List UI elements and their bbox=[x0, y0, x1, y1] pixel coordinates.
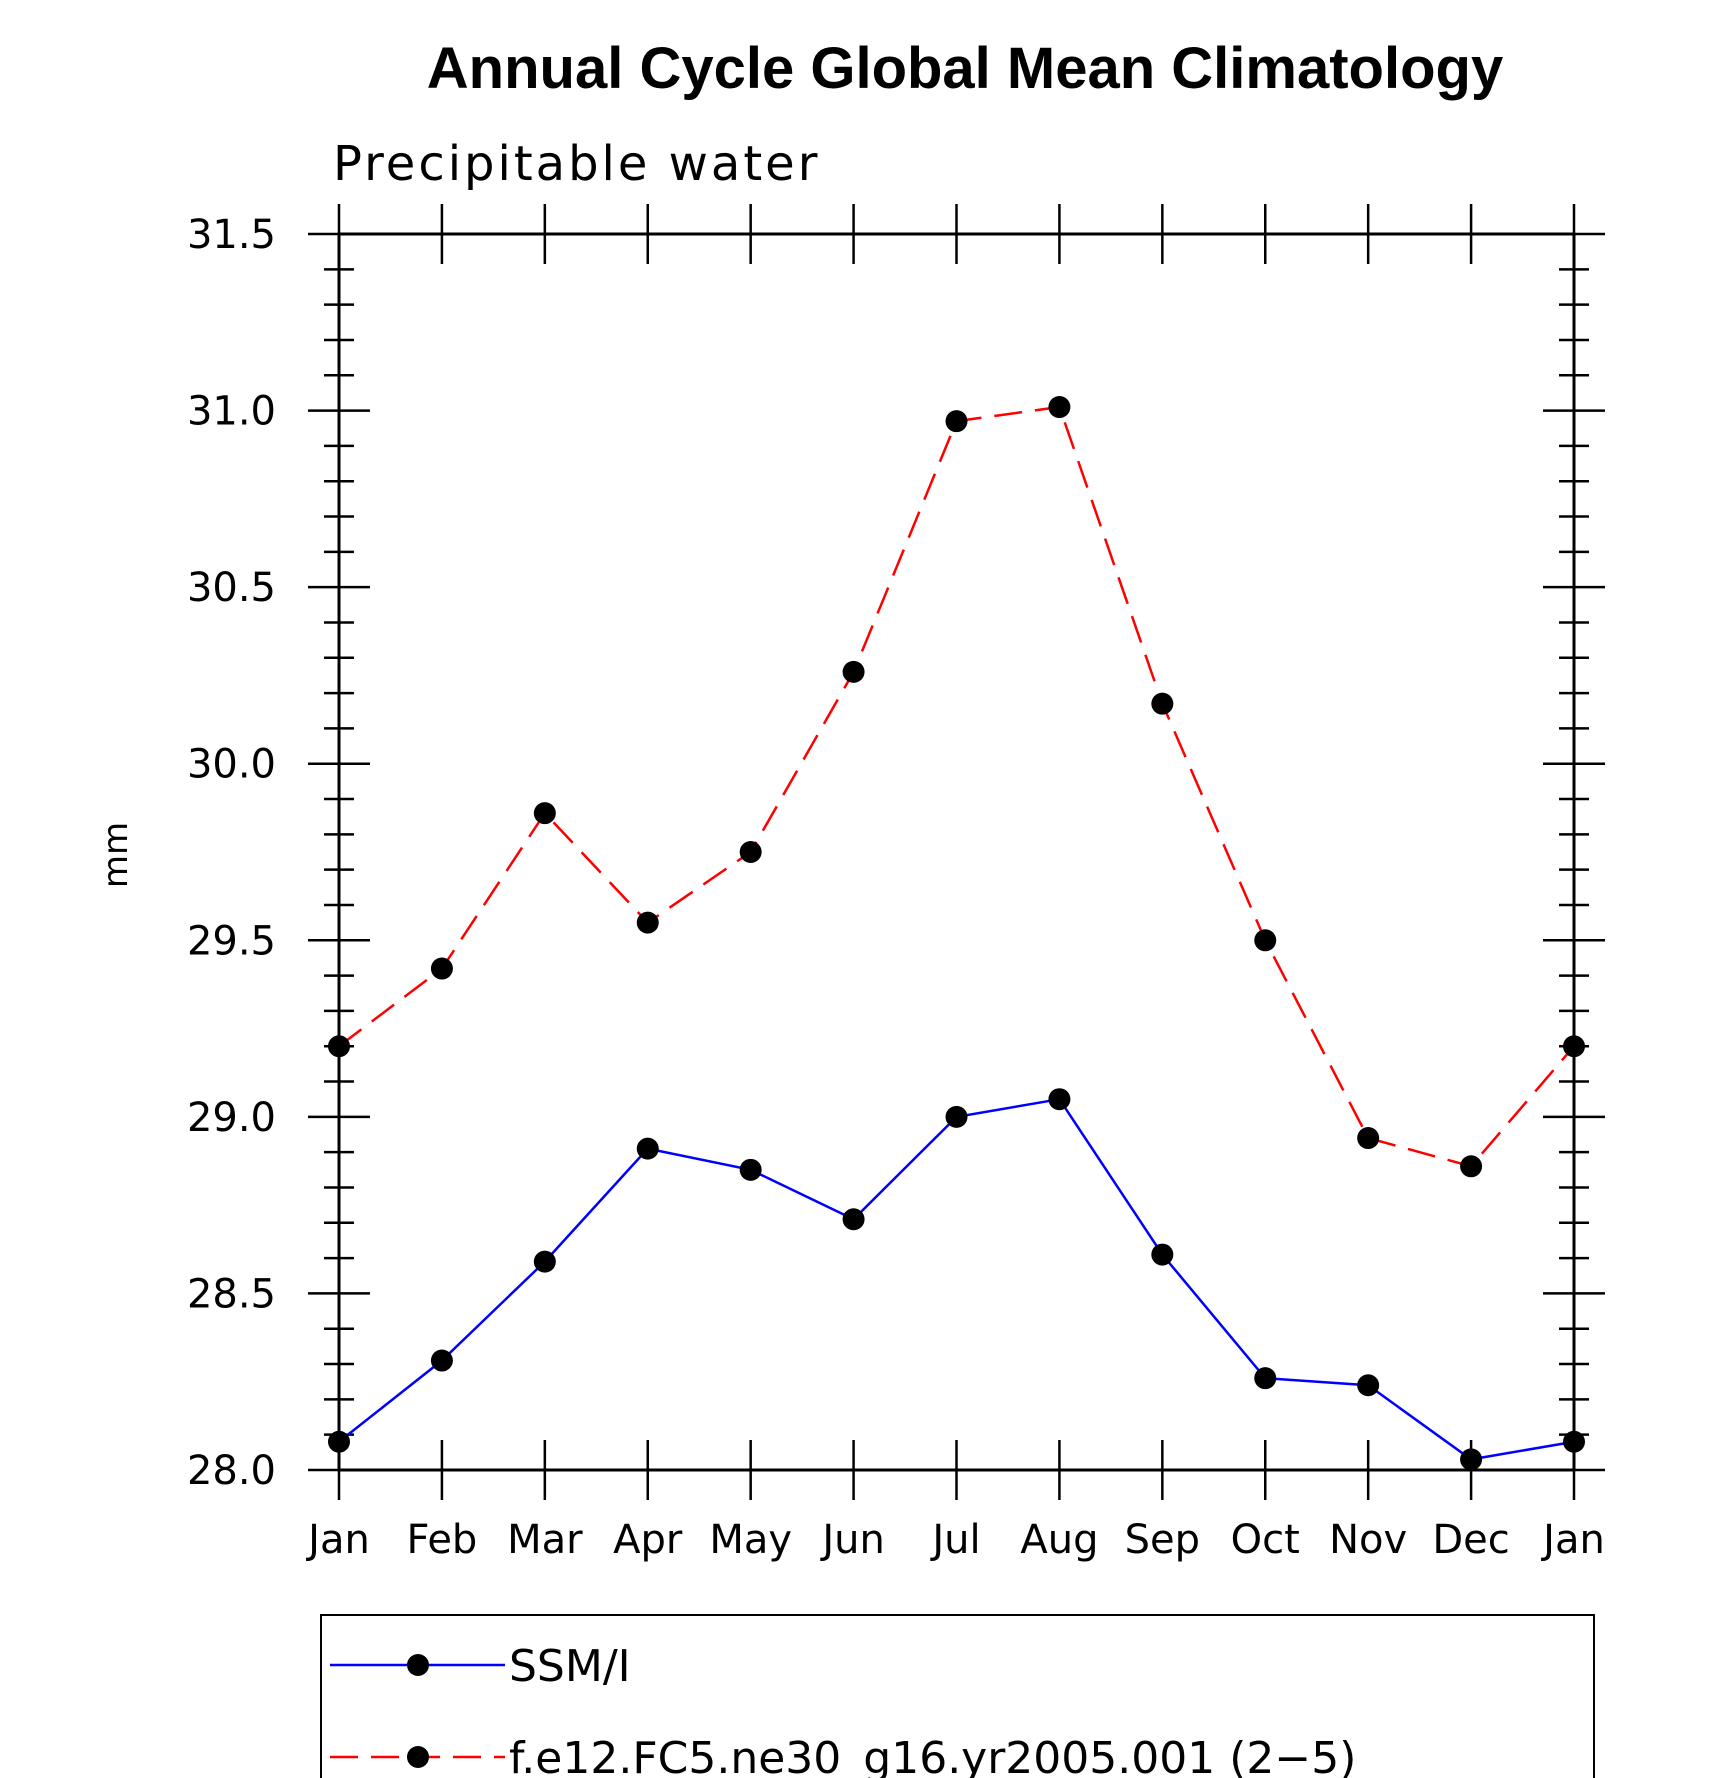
data-point bbox=[1254, 929, 1277, 952]
data-point bbox=[1357, 1374, 1380, 1397]
series-1 bbox=[328, 1088, 1585, 1471]
x-tick-label: Dec bbox=[1432, 1517, 1509, 1563]
x-tick-label: Jan bbox=[305, 1517, 370, 1563]
x-tick-label: Apr bbox=[613, 1517, 683, 1563]
y-tick-label: 31.5 bbox=[187, 212, 276, 258]
legend-marker bbox=[407, 1654, 429, 1676]
data-point bbox=[739, 841, 762, 863]
data-point bbox=[1151, 692, 1174, 715]
axis-ticks bbox=[308, 204, 1605, 1500]
legend-label: f.e12.FC5.ne30_g16.yr2005.001 (2−5) bbox=[509, 1733, 1356, 1778]
data-point bbox=[945, 1105, 968, 1128]
y-axis-label: mm bbox=[96, 822, 136, 888]
y-tick-label: 31.0 bbox=[187, 389, 276, 435]
legend-item: f.e12.FC5.ne30_g16.yr2005.001 (2−5) bbox=[330, 1733, 1356, 1778]
y-tick-label: 30.0 bbox=[187, 742, 276, 788]
chart-title: Annual Cycle Global Mean Climatology bbox=[427, 36, 1503, 101]
data-point bbox=[1254, 1367, 1277, 1390]
x-tick-label: Feb bbox=[407, 1517, 478, 1563]
y-tick-label: 28.0 bbox=[187, 1448, 276, 1494]
x-tick-label: Jan bbox=[1540, 1517, 1605, 1563]
plot-frame bbox=[337, 232, 1576, 1472]
data-point bbox=[1048, 396, 1071, 419]
series-line bbox=[338, 1097, 1575, 1461]
data-point bbox=[739, 1158, 762, 1181]
legend-label: SSM/I bbox=[509, 1641, 631, 1692]
y-tick-labels: 28.0 28.5 29.0 29.5 30.0 30.5 31.0 31.5 bbox=[187, 212, 276, 1494]
legend-box bbox=[320, 1614, 1595, 1778]
x-tick-label: Jun bbox=[819, 1517, 885, 1563]
data-point bbox=[533, 1250, 556, 1273]
x-tick-label: Nov bbox=[1329, 1517, 1407, 1563]
x-tick-label: Aug bbox=[1020, 1517, 1098, 1563]
data-point bbox=[1460, 1448, 1483, 1471]
series-layer bbox=[328, 396, 1585, 1471]
chart-subtitle: Precipitable water bbox=[333, 136, 820, 192]
data-point bbox=[430, 957, 453, 980]
x-tick-label: May bbox=[709, 1517, 792, 1563]
data-point bbox=[430, 1349, 453, 1372]
x-tick-label: Sep bbox=[1125, 1517, 1200, 1563]
data-point bbox=[945, 410, 968, 433]
y-tick-label: 29.0 bbox=[187, 1095, 276, 1141]
x-tick-labels: Jan Feb Mar Apr May Jun Jul Aug Sep Oct Nov Dec Jan bbox=[305, 1517, 1605, 1563]
legend-item: SSM/I bbox=[330, 1641, 631, 1692]
series-line bbox=[338, 405, 1575, 1168]
y-tick-label: 29.5 bbox=[187, 918, 276, 964]
y-tick-label: 28.5 bbox=[187, 1271, 276, 1317]
data-point bbox=[636, 911, 659, 934]
data-point bbox=[533, 802, 556, 825]
series-2 bbox=[328, 396, 1585, 1178]
data-point bbox=[1460, 1155, 1483, 1178]
legend: SSM/I f.e12.FC5.ne30_g16.yr2005.001 (2−5) bbox=[320, 1614, 1595, 1778]
data-point bbox=[1048, 1088, 1071, 1111]
x-tick-label: Oct bbox=[1231, 1517, 1300, 1563]
data-point bbox=[636, 1137, 659, 1160]
y-tick-label: 30.5 bbox=[187, 565, 276, 611]
data-point bbox=[842, 1208, 865, 1231]
x-tick-label: Mar bbox=[507, 1517, 583, 1563]
data-point bbox=[1151, 1243, 1174, 1266]
legend-marker bbox=[407, 1746, 429, 1768]
data-point bbox=[842, 660, 865, 683]
x-tick-label: Jul bbox=[929, 1517, 980, 1563]
data-point bbox=[1357, 1127, 1380, 1150]
